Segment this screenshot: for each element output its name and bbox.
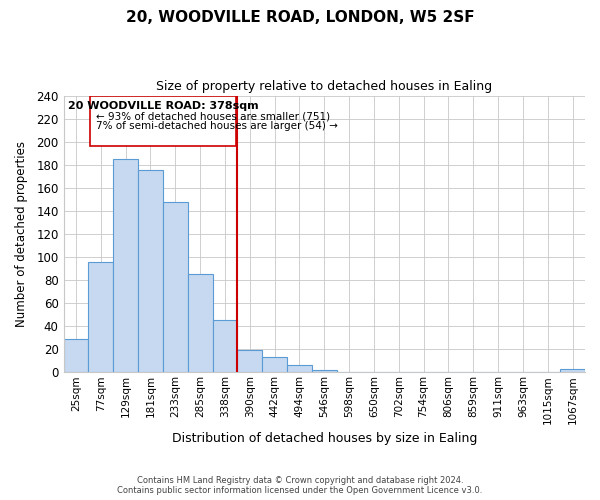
Text: 20, WOODVILLE ROAD, LONDON, W5 2SF: 20, WOODVILLE ROAD, LONDON, W5 2SF [125,10,475,25]
Bar [212,320,238,372]
Bar [560,369,585,372]
Bar [163,202,188,372]
Text: 20 WOODVILLE ROAD: 378sqm: 20 WOODVILLE ROAD: 378sqm [68,102,258,112]
Bar [238,350,262,372]
Bar [262,358,287,372]
Bar [312,370,337,372]
Bar [88,262,113,372]
Bar [64,339,88,372]
X-axis label: Distribution of detached houses by size in Ealing: Distribution of detached houses by size … [172,432,477,445]
Text: Contains HM Land Registry data © Crown copyright and database right 2024.
Contai: Contains HM Land Registry data © Crown c… [118,476,482,495]
Bar [287,366,312,372]
Text: ← 93% of detached houses are smaller (751): ← 93% of detached houses are smaller (75… [96,112,330,122]
Bar [188,274,212,372]
Y-axis label: Number of detached properties: Number of detached properties [15,141,28,327]
Title: Size of property relative to detached houses in Ealing: Size of property relative to detached ho… [156,80,493,93]
FancyBboxPatch shape [89,96,236,146]
Bar [138,170,163,372]
Text: 7% of semi-detached houses are larger (54) →: 7% of semi-detached houses are larger (5… [96,121,338,131]
Bar [113,159,138,372]
